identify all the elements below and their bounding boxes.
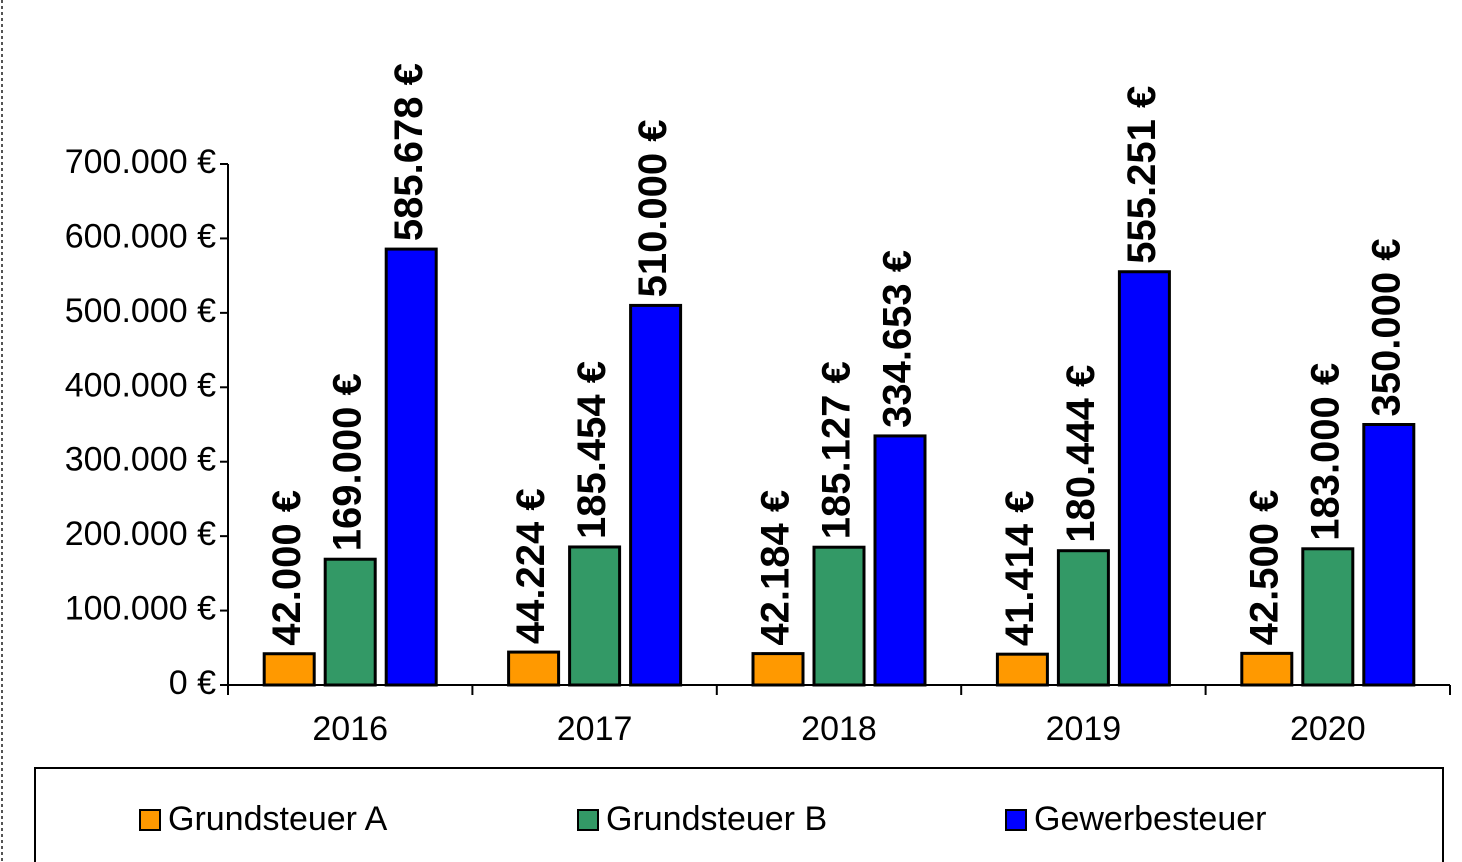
value-label: 169.000 € <box>326 373 370 551</box>
bar <box>1301 547 1355 687</box>
legend-label: Gewerbesteuer <box>1034 800 1266 838</box>
y-tick-label: 0 € <box>169 664 216 702</box>
bar <box>995 652 1049 687</box>
bar <box>1117 270 1171 687</box>
y-tick-label: 100.000 € <box>65 590 216 628</box>
bar <box>629 303 683 687</box>
legend-swatch <box>577 809 599 831</box>
value-label: 44.224 € <box>509 488 553 644</box>
value-label: 183.000 € <box>1303 363 1347 541</box>
x-tick-label: 2017 <box>557 710 633 748</box>
value-label: 510.000 € <box>631 119 675 297</box>
value-label: 185.454 € <box>570 361 614 539</box>
value-label: 42.500 € <box>1242 490 1286 646</box>
bar <box>323 557 377 687</box>
y-tick-label: 300.000 € <box>65 441 216 479</box>
y-tick-label: 500.000 € <box>65 292 216 330</box>
bar <box>507 650 561 687</box>
value-label: 41.414 € <box>998 490 1042 646</box>
value-label: 180.444 € <box>1059 365 1103 543</box>
x-tick-label: 2020 <box>1290 710 1366 748</box>
value-label: 42.184 € <box>754 490 798 646</box>
y-tick-label: 700.000 € <box>65 143 216 181</box>
value-label: 350.000 € <box>1364 239 1408 417</box>
y-tick-label: 600.000 € <box>65 217 216 255</box>
x-tick-label: 2018 <box>801 710 877 748</box>
value-label: 585.678 € <box>387 63 431 241</box>
legend-label: Grundsteuer B <box>606 800 827 838</box>
bar <box>384 247 438 687</box>
x-tick-label: 2019 <box>1046 710 1122 748</box>
legend-label: Grundsteuer A <box>168 800 388 838</box>
bar <box>751 652 805 687</box>
legend-swatch <box>1005 809 1027 831</box>
legend-swatch <box>139 809 161 831</box>
bar <box>812 545 866 687</box>
bar <box>1362 423 1416 687</box>
bar <box>262 652 316 687</box>
y-tick-label: 400.000 € <box>65 366 216 404</box>
legend-box <box>34 767 1444 862</box>
bar <box>1240 651 1294 687</box>
y-tick-label: 200.000 € <box>65 515 216 553</box>
bar <box>873 434 927 687</box>
bar <box>568 545 622 687</box>
value-label: 185.127 € <box>815 361 859 539</box>
bar <box>1056 549 1110 687</box>
value-label: 334.653 € <box>876 250 920 428</box>
value-label: 42.000 € <box>265 490 309 646</box>
value-label: 555.251 € <box>1120 86 1164 264</box>
x-tick-label: 2016 <box>312 710 388 748</box>
